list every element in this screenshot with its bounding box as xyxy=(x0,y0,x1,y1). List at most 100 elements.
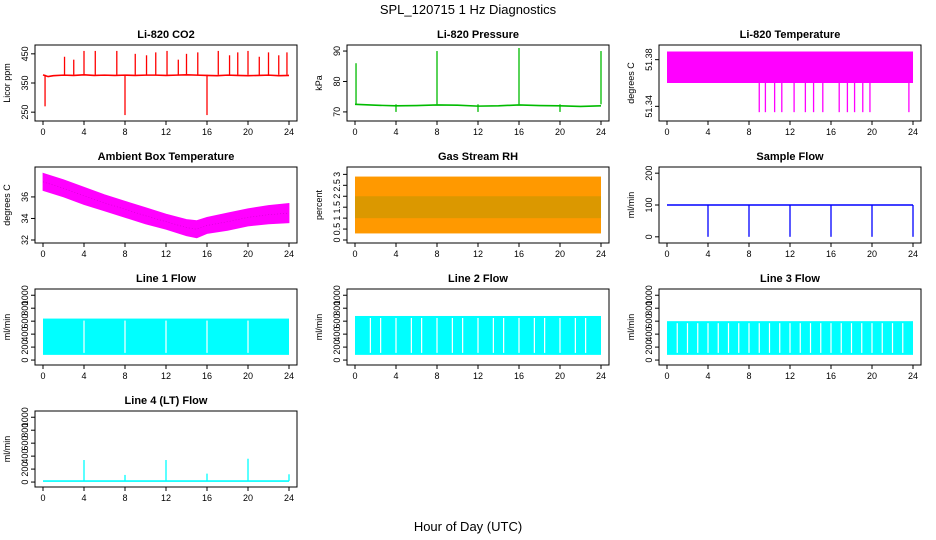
y-axis-label: ml/min xyxy=(2,436,12,463)
x-tick-label: 24 xyxy=(596,371,606,381)
y-axis-label: percent xyxy=(314,189,324,220)
x-tick-label: 12 xyxy=(785,127,795,137)
x-tick-label: 20 xyxy=(243,127,253,137)
x-tick-label: 0 xyxy=(352,371,357,381)
y-tick-label: 2.5 xyxy=(332,179,342,192)
x-tick-label: 4 xyxy=(393,371,398,381)
x-tick-label: 12 xyxy=(161,249,171,259)
panel-6: Sample Flow ml/min 0 4 8 12 16 20 24 0 100 200 xyxy=(626,151,922,259)
y-tick-label: 1000 xyxy=(332,285,342,305)
y-tick-label: 400 xyxy=(644,327,654,342)
x-tick-label: 4 xyxy=(393,127,398,137)
y-tick-label: 1000 xyxy=(20,285,30,305)
y-tick-label: 80 xyxy=(332,76,342,86)
x-tick-label: 12 xyxy=(161,371,171,381)
plot-area xyxy=(42,172,290,239)
panel-frame xyxy=(34,44,298,122)
x-tick-label: 20 xyxy=(555,249,565,259)
plot-area xyxy=(355,315,601,355)
panel-title: Line 1 Flow xyxy=(136,273,196,285)
x-tick-label: 12 xyxy=(161,493,171,503)
x-tick-label: 4 xyxy=(705,249,710,259)
plot-area xyxy=(43,458,290,482)
panel-title: Ambient Box Temperature xyxy=(98,151,235,163)
figure-title: SPL_120715 1 Hz Diagnostics xyxy=(380,2,557,17)
plot-area xyxy=(42,50,290,116)
panel-title: Line 3 Flow xyxy=(760,273,820,285)
x-tick-label: 16 xyxy=(826,371,836,381)
x-tick-label: 16 xyxy=(514,371,524,381)
panel-frame xyxy=(34,166,298,244)
x-tick-label: 12 xyxy=(785,249,795,259)
series-core xyxy=(355,196,601,219)
series-band xyxy=(355,176,601,234)
x-tick-label: 12 xyxy=(473,249,483,259)
y-tick-label: 32 xyxy=(20,235,30,245)
y-axis-label: Licor ppm xyxy=(2,63,12,103)
x-tick-label: 24 xyxy=(908,249,918,259)
x-tick-label: 4 xyxy=(81,249,86,259)
y-tick-label: 600 xyxy=(332,314,342,329)
panel-3: Li-820 Temperature degrees C 0 4 8 12 16 20 24 51… xyxy=(626,29,922,137)
y-tick-label: 600 xyxy=(644,314,654,329)
y-tick-label: 0 xyxy=(20,358,30,363)
y-tick-label: 200 xyxy=(644,166,654,181)
series-band xyxy=(667,51,913,83)
panel-1: Li-820 CO2 Licor ppm 0 4 8 12 16 20 24 250 350 450 xyxy=(2,29,298,137)
y-tick-label: 200 xyxy=(332,340,342,355)
y-tick-label: 0 xyxy=(20,480,30,485)
y-tick-label: 0 xyxy=(644,234,654,239)
series-envelope xyxy=(42,172,290,239)
y-tick-label: 600 xyxy=(20,436,30,451)
x-tick-label: 20 xyxy=(867,127,877,137)
x-tick-label: 24 xyxy=(596,127,606,137)
y-tick-label: 100 xyxy=(644,197,654,212)
y-tick-label: 200 xyxy=(644,340,654,355)
y-axis-label: ml/min xyxy=(314,314,324,341)
panel-title: Line 4 (LT) Flow xyxy=(125,395,208,407)
y-tick-label: 250 xyxy=(20,105,30,120)
x-tick-label: 0 xyxy=(40,249,45,259)
y-tick-label: 0 xyxy=(644,358,654,363)
plot-area xyxy=(667,51,913,113)
y-axis-label: ml/min xyxy=(626,314,636,341)
plot-area xyxy=(355,176,601,234)
plot-area xyxy=(667,321,913,355)
x-tick-label: 8 xyxy=(122,127,127,137)
y-tick-label: 51.38 xyxy=(644,48,654,71)
y-tick-label: 1 xyxy=(332,216,342,221)
x-tick-label: 16 xyxy=(202,371,212,381)
x-tick-label: 8 xyxy=(122,371,127,381)
y-tick-label: 3 xyxy=(332,172,342,177)
y-tick-label: 70 xyxy=(332,107,342,117)
x-tick-label: 8 xyxy=(746,127,751,137)
x-tick-label: 0 xyxy=(40,493,45,503)
x-tick-label: 20 xyxy=(867,249,877,259)
x-tick-label: 24 xyxy=(284,249,294,259)
panel-title: Li-820 Pressure xyxy=(437,29,519,41)
panel-title: Gas Stream RH xyxy=(438,151,518,163)
y-axis-label: degrees C xyxy=(626,62,636,104)
y-tick-label: 600 xyxy=(20,314,30,329)
x-tick-label: 4 xyxy=(393,249,398,259)
x-tick-label: 12 xyxy=(473,127,483,137)
x-tick-label: 0 xyxy=(40,371,45,381)
x-tick-label: 4 xyxy=(705,371,710,381)
y-axis-label: ml/min xyxy=(626,192,636,219)
y-tick-label: 800 xyxy=(644,301,654,316)
panel-2: Li-820 Pressure kPa 0 4 8 12 16 20 24 70 80 90 xyxy=(314,29,610,137)
y-tick-label: 36 xyxy=(20,192,30,202)
y-tick-label: 90 xyxy=(332,46,342,56)
x-tick-label: 8 xyxy=(434,371,439,381)
x-tick-label: 20 xyxy=(867,371,877,381)
x-tick-label: 8 xyxy=(122,249,127,259)
x-tick-label: 24 xyxy=(908,371,918,381)
y-tick-label: 1000 xyxy=(20,407,30,427)
x-tick-label: 24 xyxy=(908,127,918,137)
x-tick-label: 20 xyxy=(243,493,253,503)
x-tick-label: 0 xyxy=(352,127,357,137)
x-tick-label: 0 xyxy=(664,371,669,381)
y-tick-label: 200 xyxy=(20,340,30,355)
x-tick-label: 8 xyxy=(434,127,439,137)
